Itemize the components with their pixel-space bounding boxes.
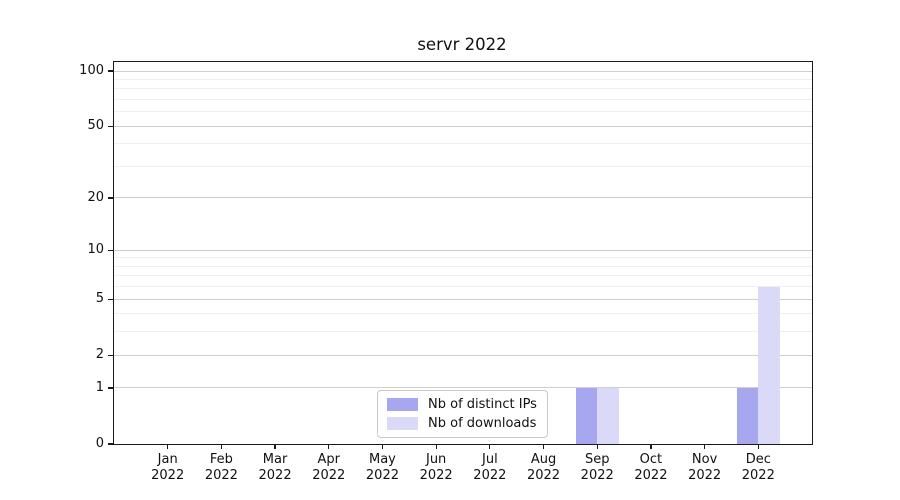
gridline-minor xyxy=(114,257,812,259)
x-tick-label: Oct 2022 xyxy=(634,452,668,483)
x-tick-label: Dec 2022 xyxy=(741,452,775,483)
y-tick xyxy=(108,125,113,127)
gridline-minor xyxy=(114,331,812,333)
x-tick xyxy=(435,444,437,449)
y-tick-label: 50 xyxy=(87,118,104,134)
x-tick-label: Mar 2022 xyxy=(258,452,292,483)
y-tick xyxy=(108,249,113,251)
x-tick xyxy=(542,444,545,449)
bar-downloads-dec xyxy=(758,286,780,444)
y-tick xyxy=(108,70,113,72)
x-tick-label: Jul 2022 xyxy=(473,452,507,483)
x-tick-label: Aug 2022 xyxy=(526,452,561,483)
y-tick xyxy=(108,443,113,445)
x-tick-label: May 2022 xyxy=(365,452,399,483)
y-tick xyxy=(108,354,113,356)
y-tick-label: 2 xyxy=(95,347,104,363)
gridline-minor xyxy=(114,275,812,277)
gridline-minor xyxy=(114,111,812,113)
x-tick xyxy=(328,444,330,449)
legend-swatch-downloads xyxy=(387,417,418,430)
x-tick-label: Apr 2022 xyxy=(312,452,346,483)
gridline-major xyxy=(114,387,812,389)
legend-item-downloads: Nb of downloads xyxy=(387,416,537,431)
y-tick-label: 1 xyxy=(95,379,104,395)
legend: Nb of distinct IPs Nb of downloads xyxy=(377,390,548,438)
legend-swatch-distinct-ips xyxy=(387,398,418,411)
x-tick xyxy=(381,444,384,449)
chart-title: servr 2022 xyxy=(417,35,507,54)
bar-distinct-ips-dec xyxy=(736,387,759,444)
plot-area: 0 1 2 5 10 20 50 100 Jan 2022 Feb 2022 Mar 2022 Apr 202… xyxy=(79,61,813,483)
x-tick xyxy=(596,444,598,449)
gridline-major xyxy=(114,354,812,356)
x-tick xyxy=(757,444,759,449)
gridline-minor xyxy=(114,99,812,101)
gridline-minor xyxy=(114,166,812,167)
x-tick-label: Jan 2022 xyxy=(151,452,185,483)
y-tick xyxy=(108,197,113,199)
x-tick xyxy=(274,444,276,449)
y-tick xyxy=(108,298,113,300)
gridline-minor xyxy=(114,143,812,145)
y-tick-label: 5 xyxy=(95,291,104,307)
legend-label-downloads: Nb of downloads xyxy=(428,416,537,431)
gridline-major xyxy=(114,197,812,199)
x-tick-label: Jun 2022 xyxy=(419,452,453,483)
gridline-major xyxy=(114,125,812,127)
y-tick-label: 10 xyxy=(87,242,104,258)
gridline-minor xyxy=(114,265,812,267)
gridline-minor xyxy=(114,88,812,90)
y-tick-label: 20 xyxy=(87,189,104,205)
gridline-minor xyxy=(114,78,812,80)
x-tick-label: Feb 2022 xyxy=(204,452,238,483)
bar-distinct-ips-sep xyxy=(575,387,598,444)
x-tick xyxy=(704,444,706,449)
gridline-major xyxy=(114,249,812,251)
gridline-major xyxy=(114,298,812,300)
legend-item-distinct-ips: Nb of distinct IPs xyxy=(387,397,537,412)
y-tick-label: 100 xyxy=(79,63,104,79)
x-tick-label: Nov 2022 xyxy=(688,452,722,483)
bar-downloads-sep xyxy=(597,387,619,444)
x-tick xyxy=(220,444,222,449)
gridline-minor xyxy=(114,313,812,315)
y-tick xyxy=(108,387,113,389)
x-tick xyxy=(489,444,491,449)
x-tick xyxy=(650,444,652,449)
x-tick xyxy=(167,444,169,449)
x-tick-label: Sep 2022 xyxy=(580,452,614,483)
legend-label-distinct-ips: Nb of distinct IPs xyxy=(428,397,537,412)
y-tick-label: 0 xyxy=(95,436,104,451)
gridline-major xyxy=(114,70,812,72)
gridline-minor xyxy=(114,286,812,288)
